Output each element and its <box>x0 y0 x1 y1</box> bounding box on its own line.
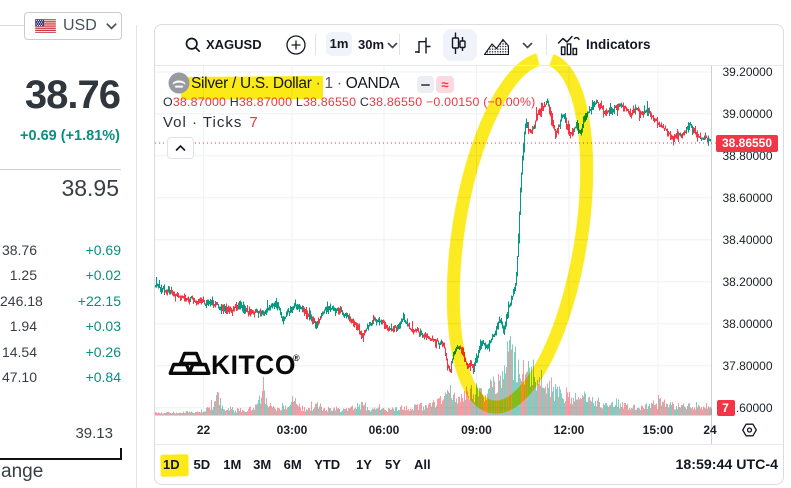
svg-text:KITCO: KITCO <box>211 350 296 380</box>
svg-text:®: ® <box>293 353 300 363</box>
